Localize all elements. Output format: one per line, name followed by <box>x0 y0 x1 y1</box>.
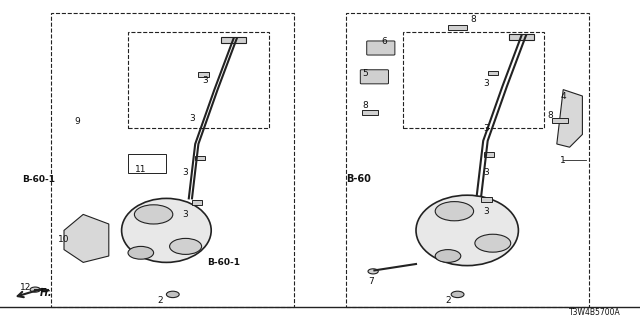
Circle shape <box>170 238 202 254</box>
Text: 10: 10 <box>58 236 70 244</box>
Ellipse shape <box>416 195 518 266</box>
Bar <box>552 118 568 123</box>
Bar <box>509 34 534 40</box>
Text: 12: 12 <box>20 284 31 292</box>
Text: 3: 3 <box>189 114 195 123</box>
Text: 2: 2 <box>157 296 163 305</box>
Circle shape <box>435 250 461 262</box>
Polygon shape <box>64 214 109 262</box>
Ellipse shape <box>122 198 211 262</box>
Circle shape <box>134 205 173 224</box>
FancyBboxPatch shape <box>367 41 395 55</box>
Circle shape <box>435 202 474 221</box>
Text: 8: 8 <box>362 101 367 110</box>
Bar <box>448 25 467 30</box>
Text: 3: 3 <box>484 207 489 216</box>
Text: 11: 11 <box>135 165 147 174</box>
Text: 8: 8 <box>471 15 476 24</box>
Text: 3: 3 <box>183 168 188 177</box>
Text: T3W4B5700A: T3W4B5700A <box>569 308 621 317</box>
Circle shape <box>166 291 179 298</box>
Text: Fr.: Fr. <box>40 288 52 299</box>
Text: 6: 6 <box>381 37 387 46</box>
Text: 4: 4 <box>561 92 566 100</box>
Bar <box>481 197 492 202</box>
Text: 3: 3 <box>183 210 188 219</box>
Bar <box>346 13 589 307</box>
Text: B-60-1: B-60-1 <box>22 175 55 184</box>
Bar <box>51 13 294 307</box>
FancyBboxPatch shape <box>360 70 388 84</box>
Text: 8: 8 <box>548 111 553 120</box>
Circle shape <box>368 269 378 274</box>
Text: 1: 1 <box>561 156 566 164</box>
Text: 5: 5 <box>362 69 367 78</box>
Text: 3: 3 <box>202 76 207 84</box>
Bar <box>484 152 494 157</box>
Bar <box>192 200 202 205</box>
Bar <box>128 32 269 128</box>
Circle shape <box>475 234 511 252</box>
Bar <box>362 110 378 115</box>
Text: 9: 9 <box>74 117 79 126</box>
Bar <box>198 72 209 77</box>
Bar <box>221 37 246 43</box>
Bar <box>195 156 205 160</box>
Circle shape <box>451 291 464 298</box>
Circle shape <box>30 287 40 292</box>
Text: 3: 3 <box>484 124 489 132</box>
Bar <box>403 32 544 128</box>
Text: 7: 7 <box>369 277 374 286</box>
Text: 2: 2 <box>445 296 451 305</box>
Bar <box>128 154 166 173</box>
Text: 3: 3 <box>484 168 489 177</box>
Polygon shape <box>557 90 582 147</box>
Text: B-60-1: B-60-1 <box>207 258 241 267</box>
Circle shape <box>128 246 154 259</box>
Text: 3: 3 <box>484 79 489 88</box>
Bar <box>488 71 498 75</box>
Text: B-60: B-60 <box>346 174 371 184</box>
